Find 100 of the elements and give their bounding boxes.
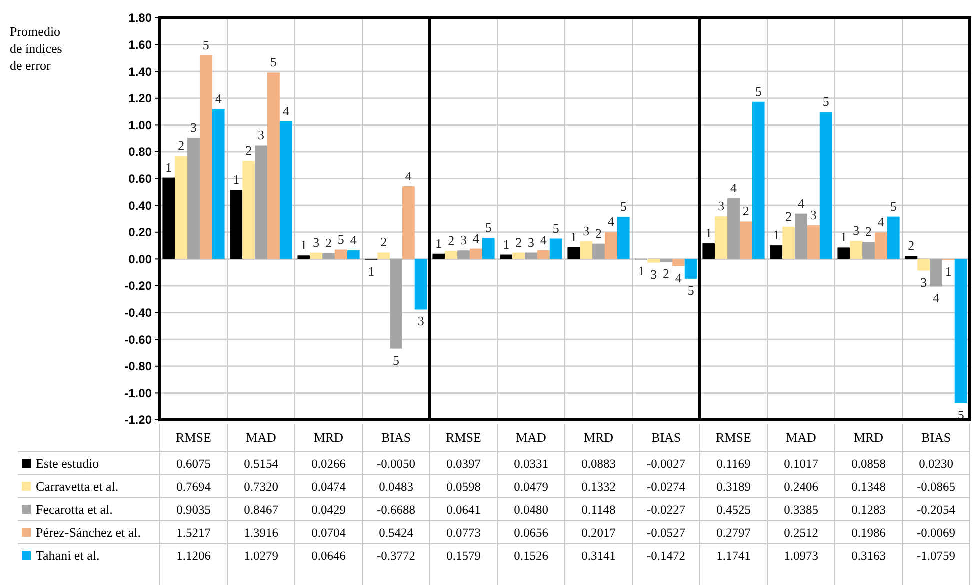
data-label: -0.0274 bbox=[646, 480, 686, 494]
annotation: 3 bbox=[258, 128, 264, 143]
bar bbox=[230, 190, 243, 260]
bar bbox=[672, 259, 685, 266]
annotation: 4 bbox=[215, 91, 222, 106]
x-tick-label: RMSE bbox=[446, 430, 482, 445]
bar bbox=[684, 259, 698, 279]
annotation: 3 bbox=[190, 120, 197, 136]
y-tick-label: 1.40 bbox=[128, 64, 152, 79]
annotation: 4 bbox=[675, 270, 682, 286]
annotation: 5 bbox=[755, 84, 762, 99]
bar bbox=[782, 226, 796, 260]
data-label: -1.0759 bbox=[916, 549, 956, 563]
bar bbox=[267, 72, 280, 260]
x-tick-label: MAD bbox=[786, 430, 816, 445]
annotation: 4 bbox=[282, 103, 290, 118]
bar bbox=[752, 102, 765, 260]
data-label: 0.0429 bbox=[312, 503, 346, 517]
data-label: 0.0773 bbox=[446, 526, 481, 540]
annotation: 3 bbox=[718, 198, 725, 214]
bar bbox=[930, 259, 942, 287]
bar bbox=[347, 250, 360, 260]
data-label: 0.7694 bbox=[176, 480, 212, 494]
data-label: 0.1148 bbox=[582, 503, 616, 517]
bar bbox=[402, 186, 415, 260]
data-label: 0.0883 bbox=[582, 457, 616, 471]
data-label: 0.0266 bbox=[312, 457, 346, 471]
annotation: 4 bbox=[405, 168, 412, 184]
y-tick-label: 0.00 bbox=[128, 252, 152, 266]
y-tick-label: 0.80 bbox=[128, 145, 152, 160]
bar bbox=[334, 250, 348, 260]
legend-label: Carravetta et al. bbox=[36, 479, 119, 494]
data-label: 0.4525 bbox=[716, 503, 751, 517]
annotation: 3 bbox=[418, 314, 424, 329]
bar bbox=[715, 216, 728, 260]
annotation: 5 bbox=[688, 282, 694, 298]
bar bbox=[414, 259, 428, 310]
data-label: 0.5154 bbox=[244, 457, 280, 471]
annotation: 1 bbox=[300, 238, 308, 253]
data-label: 1.3916 bbox=[244, 526, 278, 540]
annotation: 3 bbox=[528, 234, 534, 250]
bar bbox=[390, 259, 402, 349]
data-label: 0.3189 bbox=[716, 480, 751, 494]
bar bbox=[648, 259, 660, 263]
annotation: 4 bbox=[878, 214, 885, 230]
data-label: -0.0865 bbox=[916, 480, 956, 494]
data-label: 0.0598 bbox=[446, 480, 481, 494]
data-label: 0.1348 bbox=[852, 480, 886, 494]
data-label: 0.0397 bbox=[446, 457, 481, 471]
y-tick-label: -0.60 bbox=[124, 332, 152, 347]
data-label: 0.0331 bbox=[514, 457, 548, 471]
x-tick-label: RMSE bbox=[716, 430, 752, 445]
annotation: 1 bbox=[570, 229, 578, 244]
annotation: 1 bbox=[638, 264, 645, 279]
data-label: -0.0027 bbox=[646, 457, 686, 471]
data-label: 0.2512 bbox=[784, 526, 818, 540]
data-label: -0.6688 bbox=[376, 503, 416, 517]
bar bbox=[512, 252, 526, 260]
bar bbox=[862, 242, 875, 260]
annotation: 2 bbox=[448, 233, 455, 248]
bar bbox=[918, 259, 930, 271]
data-label: 0.5424 bbox=[379, 526, 414, 540]
data-label: 0.1526 bbox=[514, 549, 548, 563]
annotation: 5 bbox=[202, 37, 210, 52]
x-tick-label: BIAS bbox=[651, 430, 682, 445]
bar bbox=[445, 251, 458, 260]
annotation: 5 bbox=[270, 54, 277, 70]
data-label: -0.0069 bbox=[916, 526, 956, 540]
y-tick-label: 1.00 bbox=[128, 118, 152, 132]
data-label: 0.0656 bbox=[514, 526, 548, 540]
annotation: 2 bbox=[786, 208, 792, 224]
annotation: 5 bbox=[620, 199, 627, 214]
bar bbox=[740, 222, 752, 260]
y-tick-label: -0.80 bbox=[124, 360, 152, 374]
data-label: 0.3141 bbox=[582, 549, 616, 563]
data-label: 0.3163 bbox=[852, 549, 886, 563]
bar bbox=[255, 146, 268, 260]
y-tick-label: 1.60 bbox=[128, 38, 152, 52]
annotation: 2 bbox=[663, 266, 670, 282]
annotation: 2 bbox=[908, 238, 915, 254]
bar bbox=[322, 253, 335, 260]
data-label: 0.1986 bbox=[852, 526, 886, 540]
x-tick-label: RMSE bbox=[176, 430, 212, 445]
data-label: -0.0050 bbox=[376, 457, 416, 471]
data-label: 1.0973 bbox=[784, 549, 818, 563]
annotation: 1 bbox=[233, 172, 240, 188]
bar bbox=[905, 256, 918, 260]
data-label: 0.0646 bbox=[312, 549, 346, 563]
annotation: 1 bbox=[773, 228, 780, 243]
bar bbox=[310, 252, 323, 260]
bar bbox=[660, 259, 672, 262]
annotation: 4 bbox=[933, 290, 940, 306]
bar bbox=[617, 217, 630, 260]
x-tick-label: BIAS bbox=[381, 430, 412, 445]
data-label: 0.0480 bbox=[514, 503, 548, 517]
data-label: 0.2797 bbox=[716, 526, 751, 540]
bar bbox=[580, 241, 593, 260]
bar bbox=[820, 112, 832, 260]
legend-label: Fecarotta et al. bbox=[36, 502, 113, 517]
bar bbox=[795, 214, 808, 260]
